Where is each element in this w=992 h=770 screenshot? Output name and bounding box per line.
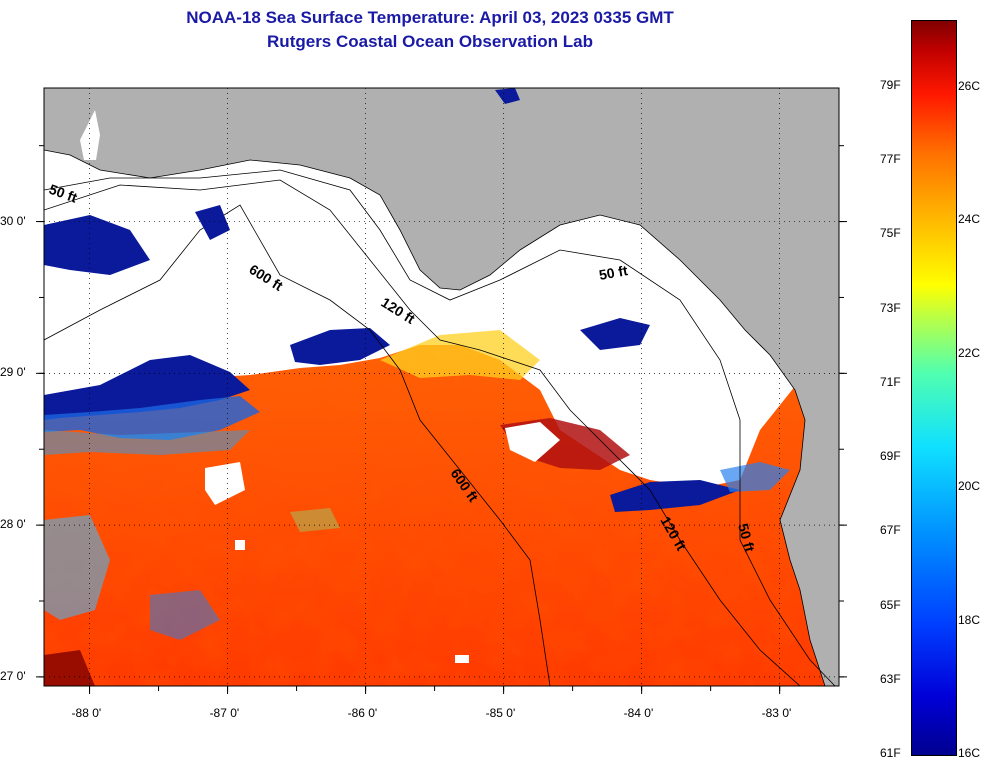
contour-label: 50 ft xyxy=(598,262,629,283)
contour-50ft xyxy=(44,169,836,686)
colorbar-f-label: 61F xyxy=(880,746,901,760)
temperature-colorbar xyxy=(911,20,957,756)
colorbar-f-label: 71F xyxy=(880,374,901,389)
colorbar-c-label: 22C xyxy=(958,345,981,360)
colorbar-f-label: 67F xyxy=(880,523,901,538)
colorbar-c-label: 24C xyxy=(958,212,981,227)
colorbar-f-label: 75F xyxy=(880,226,901,241)
lat-tick-label: 27 0' xyxy=(0,668,26,683)
map-frame xyxy=(43,87,840,687)
colorbar-f-label: 63F xyxy=(880,671,901,686)
colorbar-f-label: 69F xyxy=(880,449,901,464)
lat-tick-label: 30 0' xyxy=(0,213,26,228)
map-subtitle: Rutgers Coastal Ocean Observation Lab xyxy=(267,32,593,51)
colorbar-c-label: 20C xyxy=(958,479,981,494)
colorbar-f-label: 65F xyxy=(880,597,901,612)
lon-tick-label: -83 0' xyxy=(761,706,792,720)
contour-120ft xyxy=(44,179,801,686)
lon-tick-label: -87 0' xyxy=(209,706,240,720)
colorbar-f-label: 73F xyxy=(880,300,901,315)
colorbar-f-label: 79F xyxy=(880,78,901,92)
lat-tick-label: 29 0' xyxy=(0,365,26,380)
lon-tick-label: -85 0' xyxy=(485,706,516,720)
lon-tick-label: -86 0' xyxy=(347,706,378,720)
map-title: NOAA-18 Sea Surface Temperature: April 0… xyxy=(186,8,674,27)
colorbar-f-label: 77F xyxy=(880,152,901,167)
contour-label: 50 ft xyxy=(735,522,758,554)
colorbar-c-label: 16C xyxy=(958,746,981,760)
lat-tick-label: 28 0' xyxy=(0,517,26,532)
colorbar-c-label: 26C xyxy=(958,79,981,93)
sst-map: 50 ft 600 ft 120 ft 50 ft 600 ft 120 ft … xyxy=(36,87,847,694)
colorbar-c-label: 18C xyxy=(958,612,981,627)
lon-tick-label: -88 0' xyxy=(71,706,102,720)
lon-tick-label: -84 0' xyxy=(623,706,654,720)
land-mass xyxy=(44,88,839,686)
contour-600ft xyxy=(44,204,551,686)
